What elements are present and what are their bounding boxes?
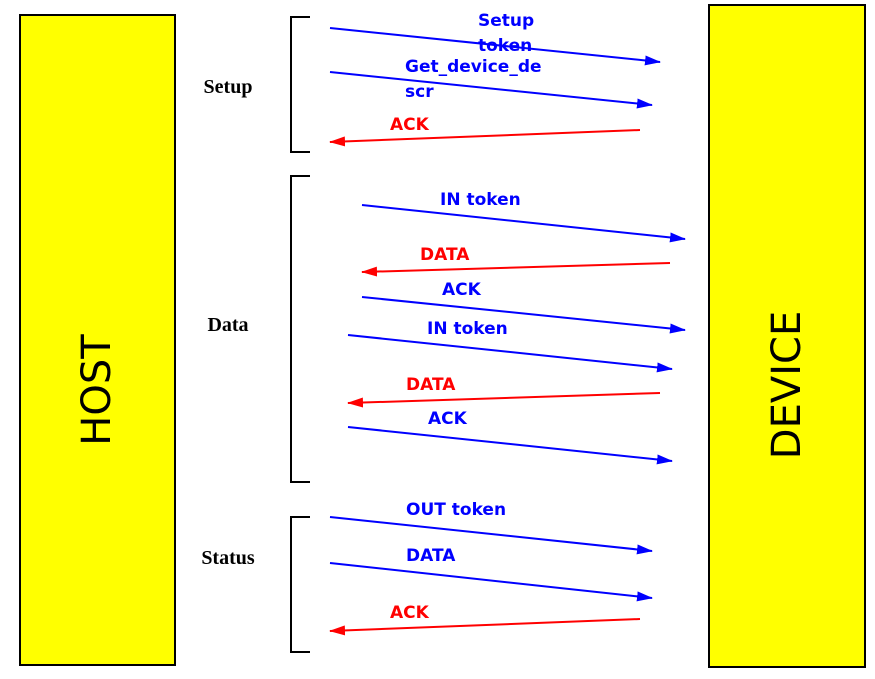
message-label-line: IN token <box>427 319 508 339</box>
message-label-line: ACK <box>428 409 468 429</box>
message-label-line: IN token <box>440 190 521 210</box>
message-label-line: Get_device_de <box>405 57 542 77</box>
message-arrow <box>329 27 661 66</box>
message-label-line: OUT token <box>406 500 506 520</box>
message-label: ACK <box>390 603 430 623</box>
phase-label: Status <box>201 547 255 569</box>
message-label-line: ACK <box>390 115 430 135</box>
message-label: ACK <box>442 280 482 300</box>
phase-bracket <box>290 16 310 153</box>
message-label-line: token <box>478 36 532 56</box>
message-arrow <box>361 204 686 243</box>
message-arrow <box>329 129 641 147</box>
phase-label: Setup <box>204 76 253 98</box>
phase-bracket <box>290 175 310 483</box>
message-label-line: ACK <box>390 603 430 623</box>
message-label: DATA <box>420 245 470 265</box>
message-arrow <box>329 618 641 636</box>
message-label-line: DATA <box>420 245 470 265</box>
message-arrow <box>329 562 653 602</box>
device-box <box>708 4 866 668</box>
message-arrow <box>329 71 653 109</box>
message-label: IN token <box>440 190 521 210</box>
message-label: ACK <box>390 115 430 135</box>
message-label: IN token <box>427 319 508 339</box>
message-arrow <box>329 516 653 555</box>
phase-bracket <box>290 516 310 653</box>
phase-label: Data <box>207 314 248 336</box>
message-label: ACK <box>428 409 468 429</box>
message-arrow <box>347 392 661 408</box>
host-label: HOST <box>74 334 120 446</box>
message-label-line: ACK <box>442 280 482 300</box>
message-label-line: Setup <box>478 11 534 31</box>
message-label-line: scr <box>405 82 434 102</box>
message-arrow <box>361 262 671 277</box>
message-arrow <box>361 296 686 334</box>
host-box <box>19 14 176 666</box>
message-arrow <box>347 426 673 465</box>
message-label-line: DATA <box>406 375 456 395</box>
message-label: OUT token <box>406 500 506 520</box>
message-label: DATA <box>406 375 456 395</box>
message-label-line: DATA <box>406 546 456 566</box>
message-arrow <box>347 334 673 373</box>
device-label: DEVICE <box>764 311 810 459</box>
message-label: Setup token <box>478 11 534 56</box>
message-label: DATA <box>406 546 456 566</box>
